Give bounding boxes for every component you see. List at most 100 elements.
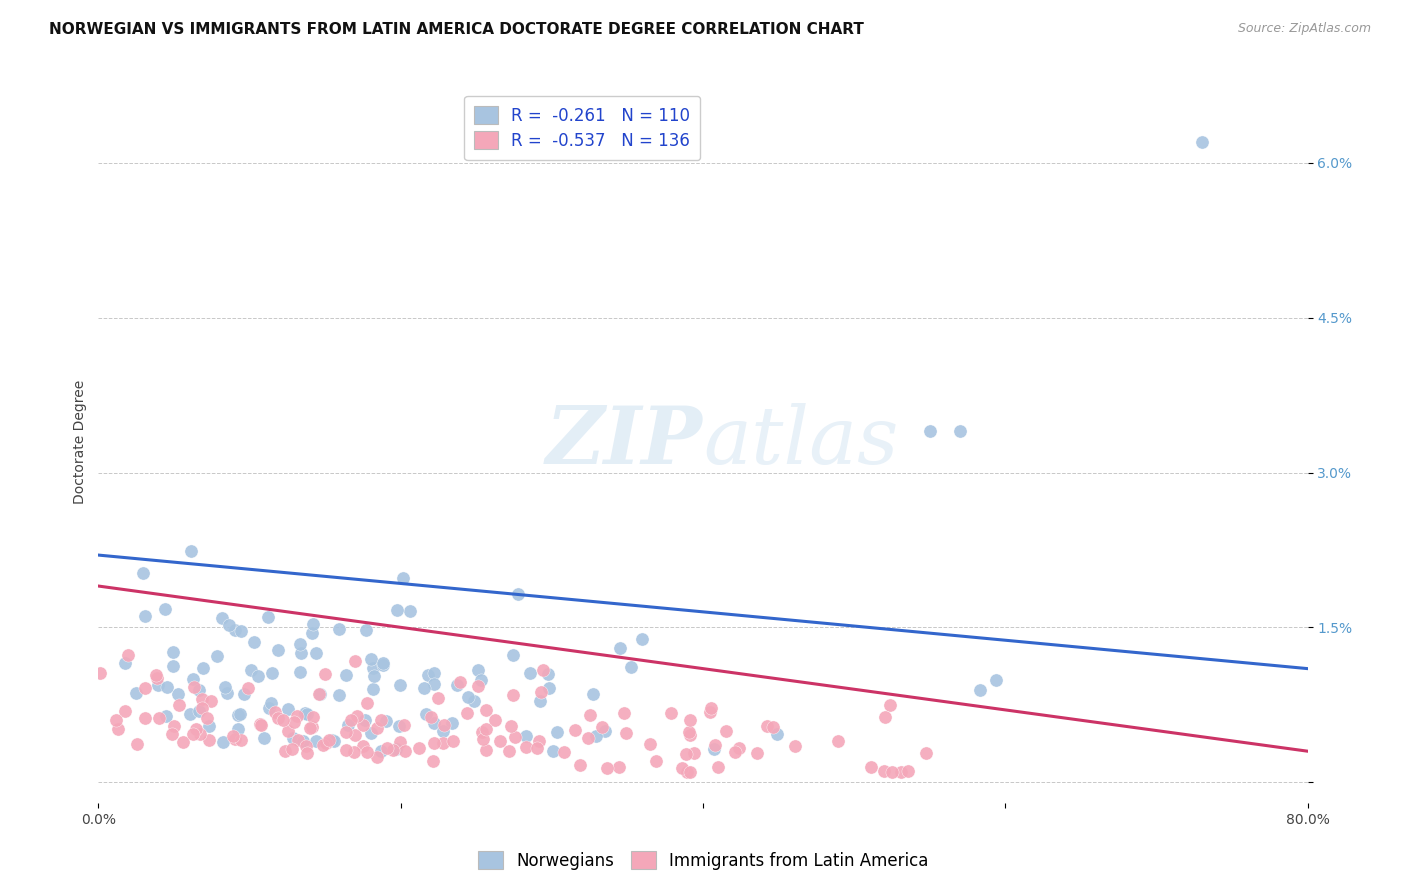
Point bbox=[499, 719, 522, 733]
Point bbox=[181, 672, 204, 686]
Point bbox=[211, 611, 233, 625]
Point bbox=[259, 696, 281, 710]
Point bbox=[714, 724, 737, 739]
Point bbox=[873, 764, 896, 778]
Point bbox=[427, 690, 450, 705]
Point bbox=[470, 673, 492, 688]
Point bbox=[475, 703, 498, 717]
Point bbox=[229, 706, 252, 721]
Point bbox=[217, 686, 239, 700]
Point bbox=[340, 713, 363, 727]
Point bbox=[724, 745, 747, 759]
Point bbox=[256, 610, 278, 624]
Point bbox=[969, 682, 991, 697]
Point bbox=[471, 724, 494, 739]
Point bbox=[546, 725, 568, 739]
Point bbox=[441, 734, 464, 748]
Point bbox=[281, 742, 304, 756]
Point bbox=[181, 727, 204, 741]
Point bbox=[676, 764, 699, 779]
Point bbox=[153, 601, 176, 615]
Point bbox=[301, 720, 323, 734]
Point bbox=[392, 571, 415, 585]
Point bbox=[162, 645, 184, 659]
Point bbox=[585, 729, 607, 743]
Point bbox=[162, 726, 184, 740]
Point bbox=[305, 733, 328, 747]
Point bbox=[593, 724, 616, 739]
Point bbox=[301, 625, 323, 640]
Point bbox=[762, 720, 785, 734]
Point bbox=[707, 760, 730, 774]
Point bbox=[631, 632, 654, 646]
Point bbox=[180, 544, 202, 558]
Point bbox=[117, 648, 139, 663]
Point bbox=[766, 727, 789, 741]
Point bbox=[389, 678, 412, 692]
Point bbox=[568, 758, 591, 772]
Point bbox=[553, 745, 575, 759]
Point bbox=[146, 671, 169, 685]
Point bbox=[335, 668, 357, 682]
Point bbox=[366, 721, 388, 735]
Point bbox=[297, 707, 319, 722]
Point bbox=[361, 661, 384, 675]
Point bbox=[675, 747, 697, 761]
Point bbox=[191, 691, 214, 706]
Point bbox=[596, 761, 619, 775]
Point bbox=[728, 741, 751, 756]
Point bbox=[335, 725, 357, 739]
Point bbox=[156, 680, 179, 694]
Point bbox=[918, 424, 941, 438]
Point bbox=[538, 681, 561, 696]
Point bbox=[394, 744, 416, 758]
Point bbox=[527, 734, 550, 748]
Point bbox=[363, 669, 385, 683]
Point bbox=[352, 739, 374, 753]
Point bbox=[229, 733, 252, 747]
Point bbox=[224, 732, 246, 747]
Point bbox=[620, 659, 643, 673]
Point bbox=[188, 682, 211, 697]
Point bbox=[879, 698, 901, 712]
Point bbox=[335, 743, 357, 757]
Point bbox=[267, 711, 290, 725]
Point bbox=[423, 736, 446, 750]
Point bbox=[679, 764, 702, 779]
Point bbox=[291, 734, 314, 748]
Point bbox=[222, 729, 245, 743]
Legend: Norwegians, Immigrants from Latin America: Norwegians, Immigrants from Latin Americ… bbox=[471, 845, 935, 877]
Point bbox=[285, 709, 308, 723]
Point bbox=[644, 755, 666, 769]
Point bbox=[986, 673, 1008, 687]
Point bbox=[541, 744, 564, 758]
Point bbox=[273, 713, 295, 727]
Point bbox=[295, 746, 318, 760]
Point bbox=[661, 706, 683, 720]
Point bbox=[526, 740, 548, 755]
Point bbox=[423, 716, 446, 731]
Point bbox=[373, 656, 395, 670]
Point bbox=[104, 713, 127, 727]
Point bbox=[294, 706, 316, 720]
Point bbox=[212, 734, 235, 748]
Point bbox=[419, 710, 441, 724]
Point bbox=[253, 731, 276, 745]
Point bbox=[914, 746, 936, 760]
Point bbox=[308, 687, 330, 701]
Point bbox=[370, 744, 392, 758]
Point bbox=[191, 661, 214, 675]
Point bbox=[484, 713, 506, 727]
Point bbox=[529, 693, 551, 707]
Point bbox=[163, 718, 186, 732]
Point bbox=[375, 741, 398, 756]
Text: NORWEGIAN VS IMMIGRANTS FROM LATIN AMERICA DOCTORATE DEGREE CORRELATION CHART: NORWEGIAN VS IMMIGRANTS FROM LATIN AMERI… bbox=[49, 22, 865, 37]
Point bbox=[188, 704, 211, 718]
Point bbox=[127, 737, 149, 751]
Point bbox=[343, 728, 366, 742]
Point bbox=[423, 666, 446, 681]
Point bbox=[703, 741, 725, 756]
Point bbox=[232, 687, 254, 701]
Point bbox=[467, 679, 489, 693]
Point bbox=[321, 732, 343, 747]
